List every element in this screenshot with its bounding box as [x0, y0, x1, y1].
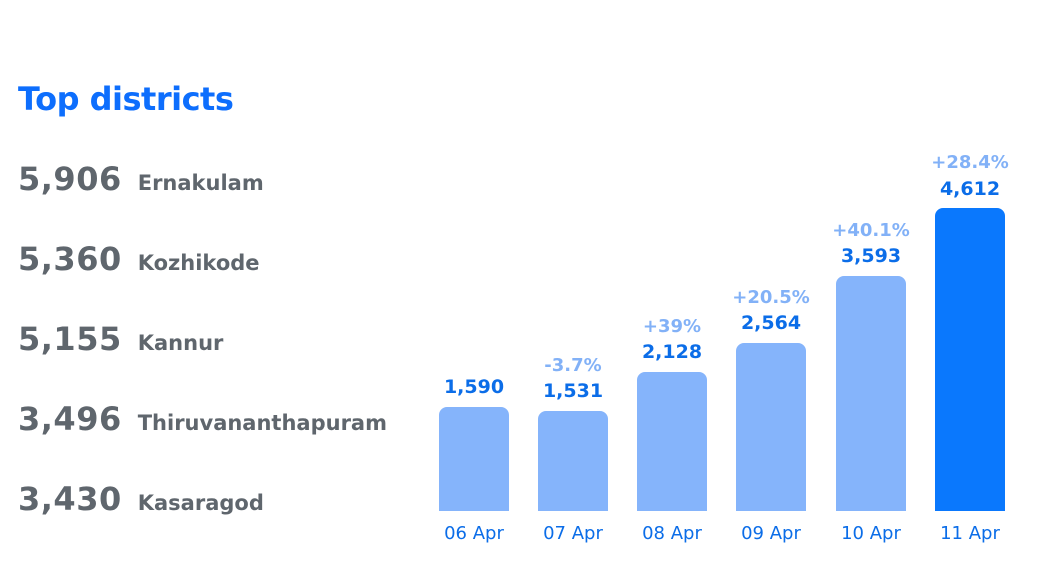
x-axis-label: 07 Apr [543, 523, 603, 544]
bar-change-label: +40.1% [832, 220, 910, 241]
bar-value-label: 1,590 [443, 376, 505, 398]
district-name: Kannur [137, 331, 224, 355]
bar-value-label: 1,531 [542, 380, 604, 402]
district-name: Thiruvananthapuram [137, 411, 387, 435]
bar-value-label: 2,564 [740, 312, 802, 334]
district-row: 3,496 Thiruvananthapuram [18, 400, 387, 438]
district-row: 5,360 Kozhikode [18, 240, 260, 278]
bar-10-apr [836, 276, 906, 511]
bar-value-label: 4,612 [939, 178, 1001, 200]
x-axis-label: 09 Apr [741, 523, 801, 544]
bar-change-label: +28.4% [931, 152, 1009, 173]
district-row: 5,155 Kannur [18, 320, 223, 358]
district-name: Kozhikode [137, 251, 260, 275]
district-value: 3,430 [18, 480, 122, 518]
district-name: Ernakulam [137, 171, 264, 195]
district-value: 5,360 [18, 240, 122, 278]
district-value: 5,906 [18, 160, 122, 198]
district-value: 5,155 [18, 320, 122, 358]
x-axis-label: 06 Apr [444, 523, 504, 544]
bar-09-apr [736, 343, 806, 511]
section-title: Top districts [18, 80, 234, 118]
x-axis-label: 08 Apr [642, 523, 702, 544]
bar-value-label: 3,593 [840, 245, 902, 267]
x-axis-label: 11 Apr [940, 523, 1000, 544]
bar-08-apr [637, 372, 707, 511]
bar-value-label: 2,128 [641, 341, 703, 363]
bar-change-label: +20.5% [732, 287, 810, 308]
bar-11-apr [935, 208, 1005, 511]
x-axis-label: 10 Apr [841, 523, 901, 544]
bar-06-apr [439, 407, 509, 511]
district-value: 3,496 [18, 400, 122, 438]
bar-change-label: -3.7% [544, 355, 602, 376]
district-row: 5,906 Ernakulam [18, 160, 264, 198]
bar-07-apr [538, 411, 608, 511]
district-row: 3,430 Kasaragod [18, 480, 264, 518]
district-name: Kasaragod [137, 491, 264, 515]
bar-change-label: +39% [642, 316, 702, 337]
